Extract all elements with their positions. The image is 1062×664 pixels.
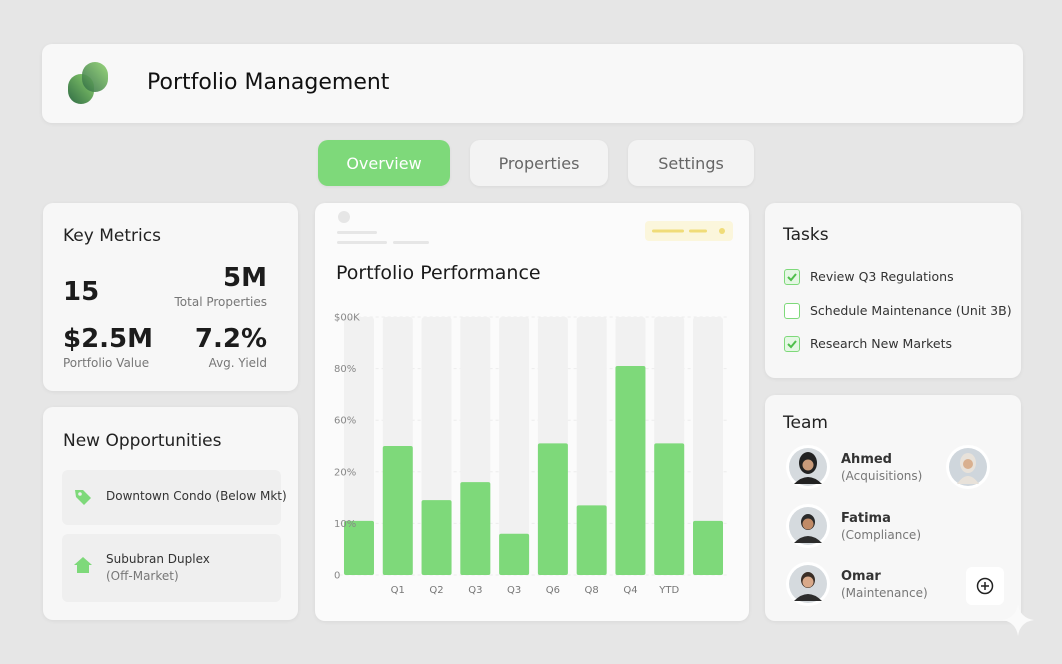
member-name: Ahmed — [841, 452, 892, 467]
y-tick-label: 10% — [334, 519, 356, 530]
y-tick-label: 20% — [334, 467, 356, 478]
placeholder — [337, 211, 733, 244]
avatar — [786, 503, 830, 548]
x-tick-label: Q6 — [546, 585, 560, 596]
bar — [421, 500, 452, 575]
task-label: Research New Markets — [810, 336, 953, 351]
app-title: Portfolio Management — [147, 70, 390, 95]
x-tick-label: Q4 — [623, 585, 637, 596]
avatar — [946, 445, 990, 489]
plus-icon — [976, 577, 994, 595]
tab[interactable]: Settings — [628, 140, 754, 186]
metric-value: $2.5M — [63, 324, 154, 354]
avatar-face — [802, 459, 814, 471]
add-member-button[interactable] — [966, 567, 1004, 605]
tag-icon — [75, 490, 91, 505]
tab[interactable]: Overview — [318, 140, 450, 186]
check-mark — [787, 273, 797, 282]
member-role: (Compliance) — [841, 527, 921, 542]
member-role: (Maintenance) — [841, 586, 928, 600]
bar — [693, 520, 724, 575]
bar-track — [343, 317, 374, 575]
check-icon — [787, 340, 797, 349]
member-name: Omar — [841, 569, 881, 584]
avatar — [786, 562, 830, 606]
card-title: Key Metrics — [63, 226, 161, 246]
card-title: New Opportunities — [63, 431, 222, 451]
bar — [460, 482, 491, 575]
x-tick-label: Q3 — [468, 585, 482, 596]
home-icon — [74, 557, 92, 573]
task-label: Schedule Maintenance (Unit 3B) — [810, 302, 1012, 318]
member-role: (Acquisitions) — [841, 469, 923, 483]
tasks-card: Tasks Review Q3 Regulations Schedule Main… — [765, 203, 1021, 378]
x-tick-label: Q2 — [429, 585, 443, 596]
metric-value: 5M — [223, 263, 267, 293]
opportunity-note: (Off-Market) — [106, 569, 179, 583]
header: Portfolio Management — [42, 44, 1023, 123]
bar — [654, 443, 685, 575]
bar — [576, 505, 607, 575]
chart-title: Portfolio Performance — [336, 262, 541, 284]
tab[interactable]: Properties — [470, 140, 608, 186]
member-name: Fatima — [841, 510, 891, 526]
bar — [615, 366, 646, 575]
bar-track — [693, 317, 724, 575]
card-title: Tasks — [783, 225, 829, 245]
x-tick-label: Q1 — [391, 585, 405, 596]
avatar-face — [802, 576, 814, 588]
team-card: Team Ahmed (Acquisitions) Fatima (Complianc… — [765, 395, 1021, 621]
check-icon — [787, 273, 797, 282]
chart-card: Portfolio Performance Q1 Q2 Q3 Q3 Q6 Q8 Q4 YTD 0… — [315, 203, 749, 621]
opportunity-name: Sububran Duplex — [106, 552, 210, 566]
sparkle — [1002, 604, 1034, 636]
x-tick-label: Q3 — [507, 585, 521, 596]
y-tick-label: 60% — [334, 416, 356, 427]
checkbox[interactable] — [784, 336, 800, 352]
bar — [499, 533, 530, 575]
opportunity[interactable]: Downtown Condo (Below Mkt) — [62, 470, 287, 525]
opportunity[interactable]: Sububran Duplex (Off-Market) — [62, 534, 281, 602]
avatar — [786, 445, 830, 489]
card-title: Team — [783, 413, 828, 433]
checkbox[interactable] — [784, 302, 800, 319]
checkbox[interactable] — [784, 269, 800, 285]
y-tick-label: 0 — [334, 571, 340, 582]
x-tick-label: YTD — [658, 585, 679, 596]
avatar-body — [794, 594, 822, 601]
x-tick-label: Q8 — [585, 585, 599, 596]
opportunities-card: New Opportunities Downtown Condo (Below … — [43, 407, 298, 620]
bar — [382, 446, 413, 575]
avatar-body — [794, 535, 822, 543]
bar-chart: Q1 Q2 Q3 Q3 Q6 Q8 Q4 YTD 0 10% 20% 60% 80% $00K — [334, 313, 728, 596]
metric-value: 15 — [63, 277, 100, 307]
metric-label: Total Properties — [174, 295, 267, 309]
check-mark — [787, 340, 797, 349]
y-tick-label: $00K — [334, 313, 360, 324]
metric-label: Portfolio Value — [63, 356, 150, 370]
logo — [68, 62, 108, 104]
task-label: Review Q3 Regulations — [810, 269, 954, 284]
bar — [343, 520, 374, 575]
bar-track — [499, 317, 530, 575]
avatar-body — [794, 477, 822, 484]
bar — [537, 443, 568, 575]
metric-value: 7.2% — [194, 324, 267, 354]
y-tick-label: 80% — [334, 364, 356, 375]
key-metrics-card: Key Metrics 15 5M Total Properties $2.5M… — [43, 203, 298, 391]
metric-label: Avg. Yield — [208, 356, 267, 370]
avatar-face — [802, 518, 814, 529]
opportunity-name: Downtown Condo (Below Mkt) — [106, 489, 287, 503]
